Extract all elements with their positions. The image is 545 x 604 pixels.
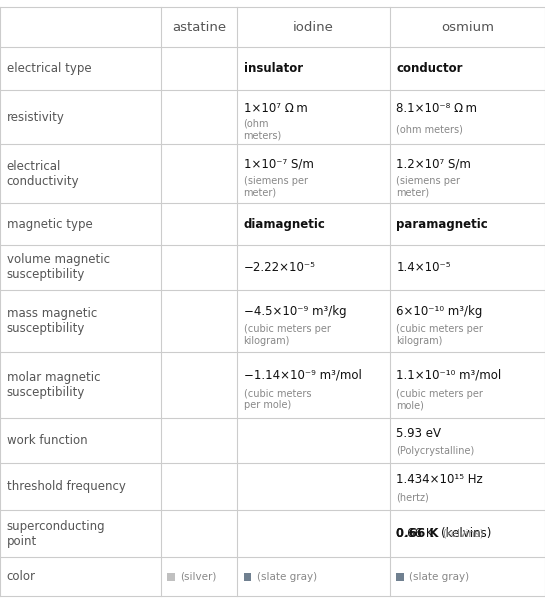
Text: 1.1×10⁻¹⁰ m³/mol: 1.1×10⁻¹⁰ m³/mol: [396, 368, 501, 381]
Text: electrical type: electrical type: [7, 62, 91, 76]
Text: diamagnetic: diamagnetic: [244, 217, 325, 231]
Text: magnetic type: magnetic type: [7, 217, 92, 231]
Text: 0.66 K  (kelvins): 0.66 K (kelvins): [396, 527, 492, 541]
Text: conductor: conductor: [396, 62, 463, 76]
Text: paramagnetic: paramagnetic: [396, 217, 488, 231]
Text: insulator: insulator: [244, 62, 302, 76]
Text: (kelvins): (kelvins): [443, 528, 484, 539]
Text: osmium: osmium: [441, 21, 494, 34]
Text: threshold frequency: threshold frequency: [7, 480, 125, 493]
Text: superconducting
point: superconducting point: [7, 520, 105, 548]
Text: −4.5×10⁻⁹ m³/kg: −4.5×10⁻⁹ m³/kg: [244, 304, 346, 318]
Text: (siemens per
meter): (siemens per meter): [244, 176, 307, 198]
Text: color: color: [7, 570, 35, 583]
Text: 1×10⁷ Ω m: 1×10⁷ Ω m: [244, 102, 307, 115]
Text: (cubic meters per
kilogram): (cubic meters per kilogram): [396, 324, 483, 345]
Text: 0.66 K: 0.66 K: [396, 527, 439, 541]
Text: 1.434×10¹⁵ Hz: 1.434×10¹⁵ Hz: [396, 473, 483, 486]
Text: −1.14×10⁻⁹ m³/mol: −1.14×10⁻⁹ m³/mol: [244, 368, 361, 381]
Text: (ohm meters): (ohm meters): [396, 124, 463, 134]
Text: 8.1×10⁻⁸ Ω m: 8.1×10⁻⁸ Ω m: [396, 102, 477, 115]
Text: molar magnetic
susceptibility: molar magnetic susceptibility: [7, 371, 100, 399]
Text: 5.93 eV: 5.93 eV: [396, 427, 441, 440]
Text: (slate gray): (slate gray): [257, 572, 317, 582]
Text: (slate gray): (slate gray): [409, 572, 469, 582]
Text: (silver): (silver): [180, 572, 217, 582]
Text: (hertz): (hertz): [396, 492, 429, 502]
Bar: [167, 573, 175, 581]
Text: (cubic meters
per mole): (cubic meters per mole): [244, 389, 311, 411]
Text: 6×10⁻¹⁰ m³/kg: 6×10⁻¹⁰ m³/kg: [396, 304, 482, 318]
Text: volume magnetic
susceptibility: volume magnetic susceptibility: [7, 254, 110, 281]
Bar: [244, 573, 251, 581]
Text: work function: work function: [7, 434, 87, 447]
Text: (ohm
meters): (ohm meters): [244, 118, 282, 140]
Text: 1.2×10⁷ S/m: 1.2×10⁷ S/m: [396, 158, 471, 171]
Text: (Polycrystalline): (Polycrystalline): [396, 446, 475, 455]
Text: −2.22×10⁻⁵: −2.22×10⁻⁵: [244, 261, 316, 274]
Bar: [396, 573, 404, 581]
Text: resistivity: resistivity: [7, 111, 64, 124]
Text: (cubic meters per
mole): (cubic meters per mole): [396, 389, 483, 411]
Text: iodine: iodine: [293, 21, 334, 34]
Text: astatine: astatine: [172, 21, 226, 34]
Text: 1×10⁻⁷ S/m: 1×10⁻⁷ S/m: [244, 158, 313, 171]
Text: (cubic meters per
kilogram): (cubic meters per kilogram): [244, 324, 330, 345]
Text: mass magnetic
susceptibility: mass magnetic susceptibility: [7, 307, 97, 335]
Text: electrical
conductivity: electrical conductivity: [7, 160, 79, 188]
Text: 1.4×10⁻⁵: 1.4×10⁻⁵: [396, 261, 451, 274]
Text: (siemens per
meter): (siemens per meter): [396, 176, 460, 198]
